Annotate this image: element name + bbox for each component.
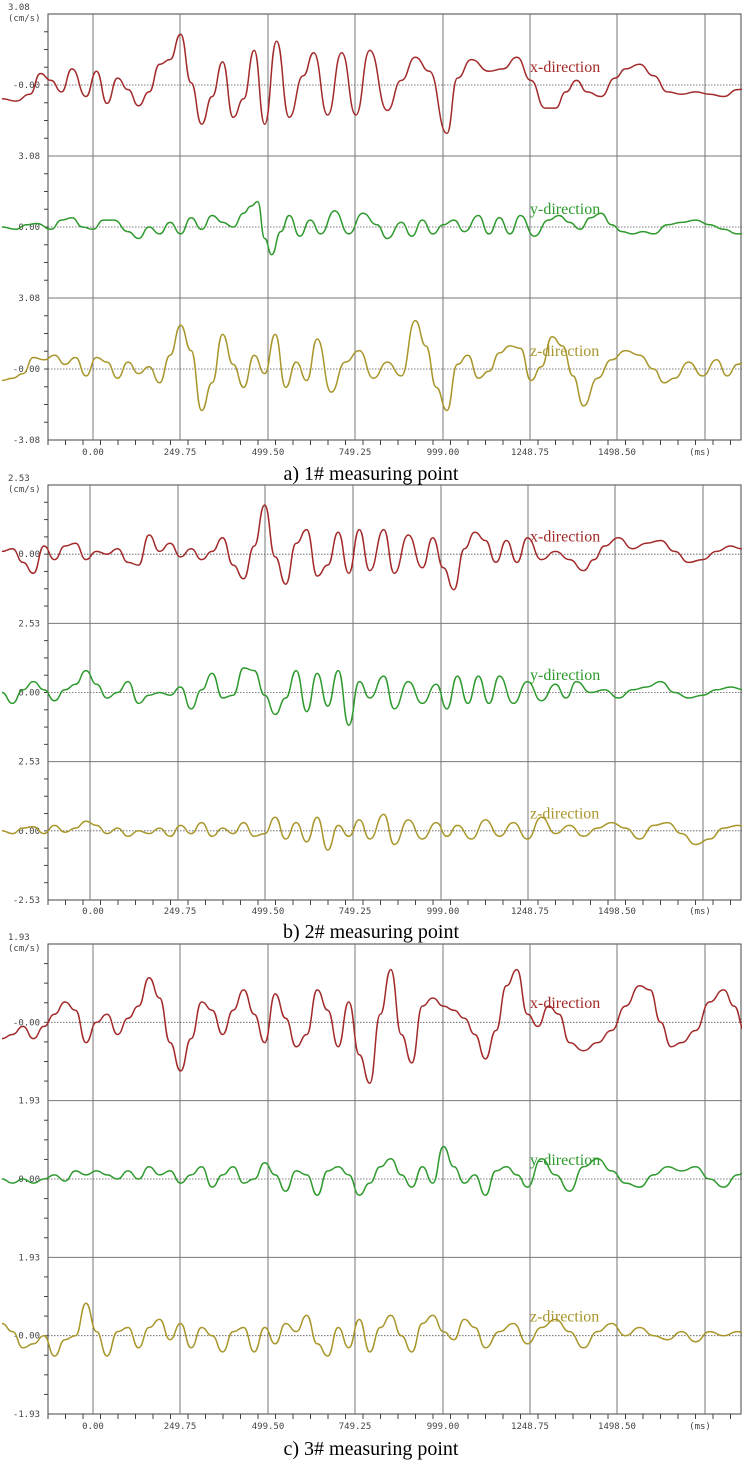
z-direction-label: z-direction: [530, 343, 599, 360]
y-direction-label: y-direction: [530, 201, 600, 218]
y-direction-trace: [1, 667, 742, 727]
y-tick-label: 1.93: [18, 1097, 40, 1107]
y-tick-label: 2.53: [18, 758, 40, 768]
y-unit-label: (cm/s): [8, 14, 41, 24]
z-direction-trace: [1, 319, 742, 412]
x-tick-label: (ms): [689, 907, 711, 917]
y-tick-label: 3.08: [8, 3, 30, 13]
y-tick-label: 2.53: [18, 619, 40, 629]
x-tick-label: 1248.75: [511, 448, 549, 458]
x-tick-label: 1248.75: [511, 907, 549, 917]
x-tick-label: 999.00: [427, 1422, 460, 1432]
y-tick-label: 0.00: [18, 550, 40, 560]
z-direction-trace: [1, 813, 742, 851]
y-tick-label: 1.93: [8, 933, 30, 943]
y-unit-label: (cm/s): [8, 944, 41, 954]
x-tick-label: 1248.75: [511, 1422, 549, 1432]
x-tick-label: 0.00: [82, 907, 104, 917]
x-tick-label: 249.75: [164, 1422, 197, 1432]
y-direction-trace: [1, 1145, 742, 1196]
y-direction-label: y-direction: [530, 1152, 600, 1169]
x-tick-label: 499.50: [252, 1422, 285, 1432]
x-tick-label: 1498.50: [598, 907, 636, 917]
y-tick-label: -0.00: [13, 81, 40, 91]
panel-1: 3.08-0.003.080.003.08-0.00-3.08(cm/s)0.0…: [1, 3, 742, 485]
x-direction-trace: [1, 504, 742, 591]
y-direction-trace: [1, 200, 742, 256]
y-tick-label: -0.00: [13, 1332, 40, 1342]
z-direction-label: z-direction: [530, 805, 599, 822]
x-tick-label: 749.25: [339, 1422, 372, 1432]
y-tick-label: 0.00: [18, 223, 40, 233]
y-tick-label: 3.08: [18, 152, 40, 162]
x-tick-label: 749.25: [339, 448, 372, 458]
panel-caption: b) 2# measuring point: [283, 921, 460, 943]
x-direction-label: x-direction: [530, 995, 600, 1012]
x-tick-label: 1498.50: [598, 448, 636, 458]
y-tick-label: -3.08: [13, 436, 40, 446]
x-tick-label: 999.00: [427, 448, 460, 458]
panel-caption: a) 1# measuring point: [284, 463, 459, 485]
x-tick-label: (ms): [689, 1422, 711, 1432]
x-direction-label: x-direction: [530, 529, 600, 546]
x-tick-label: 0.00: [82, 448, 104, 458]
x-tick-label: 499.50: [252, 907, 285, 917]
x-direction-trace: [1, 33, 742, 135]
x-direction-trace: [1, 968, 742, 1084]
panel-3: 1.93 -0.00 1.93 0.00 1.93 -0.00 -1.93 (cm/s) 0.0…: [1, 933, 742, 1460]
z-direction-label: z-direction: [530, 1309, 599, 1326]
y-tick-label: 0.00: [18, 827, 40, 837]
y-tick-label: 2.53: [8, 474, 30, 484]
y-unit-label: (cm/s): [8, 485, 41, 495]
panel-caption: c) 3# measuring point: [284, 1438, 459, 1460]
y-tick-label: 1.93: [18, 1253, 40, 1263]
y-tick-label: -2.53: [13, 896, 40, 906]
x-tick-label: 749.25: [339, 907, 372, 917]
x-tick-label: 999.00: [427, 907, 460, 917]
y-tick-label: 3.08: [18, 294, 40, 304]
y-tick-label: 0.00: [18, 689, 40, 699]
z-direction-trace: [1, 1302, 742, 1357]
x-tick-label: 499.50: [252, 448, 285, 458]
x-tick-label: 0.00: [82, 1422, 104, 1432]
x-tick-label: (ms): [689, 448, 711, 458]
x-tick-label: 1498.50: [598, 1422, 636, 1432]
y-tick-label: -1.93: [13, 1410, 40, 1420]
y-tick-label: -0.00: [13, 1018, 40, 1028]
x-direction-label: x-direction: [530, 59, 600, 76]
x-tick-label: 249.75: [164, 448, 197, 458]
panel-2: 2.53 0.00 2.53 0.00 2.53 0.00 -2.53 (cm/s) 0.00 2…: [1, 474, 742, 943]
y-direction-label: y-direction: [530, 667, 600, 684]
x-tick-label: 249.75: [164, 907, 197, 917]
y-tick-label: 0.00: [18, 1175, 40, 1185]
